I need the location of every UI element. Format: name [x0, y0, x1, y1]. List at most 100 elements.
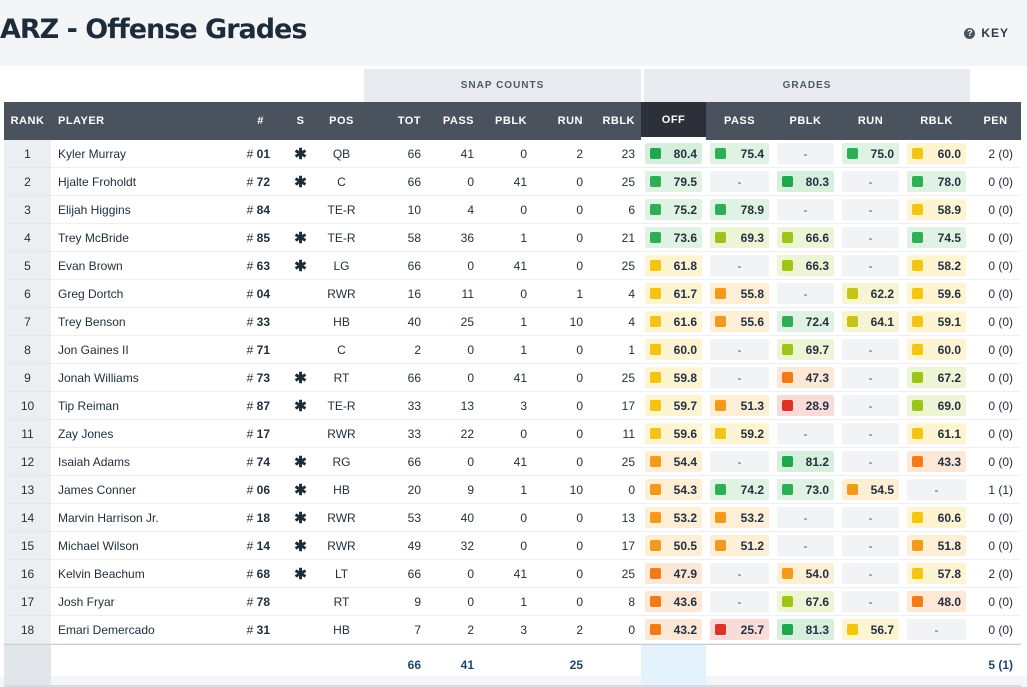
- player-row[interactable]: 15 Michael Wilson # 14 ✱ RWR 49 32 0 0 17 50.5 51.2…: [4, 532, 1022, 560]
- col-grade-rblk[interactable]: RBLK: [903, 102, 971, 140]
- player-row[interactable]: 6 Greg Dortch # 04 RWR 16 11 0 1 4 61.7 55.8-62.2 5…: [4, 280, 1022, 308]
- grade-color-swatch: [650, 568, 662, 579]
- player-name-link[interactable]: Emari Demercado: [51, 616, 239, 644]
- jersey-number-value: 87: [256, 398, 270, 413]
- jersey-number-value: 72: [256, 174, 270, 189]
- grade-badge: 57.8: [907, 563, 967, 584]
- player-row[interactable]: 8 Jon Gaines II # 71 C 2 0 1 0 1 60.0-69.7-60.0 0 …: [4, 336, 1022, 364]
- player-row[interactable]: 17 Josh Fryar # 78 RT 9 0 1 0 8 43.6-67.6-48.0 0 (…: [4, 588, 1022, 616]
- col-run[interactable]: RUN: [533, 102, 589, 140]
- grade-color-swatch: [782, 372, 794, 383]
- player-row[interactable]: 12 Isaiah Adams # 74 ✱ RG 66 0 41 0 25 54.4-81.2-4…: [4, 448, 1022, 476]
- player-row[interactable]: 11 Zay Jones # 17 RWR 33 22 0 0 11 59.6 59.2- -61.1…: [4, 420, 1022, 448]
- player-row[interactable]: 13 James Conner # 06 ✱ HB 20 9 1 10 0 54.3 74.2 73.0…: [4, 476, 1022, 504]
- hash-prefix: #: [246, 482, 257, 497]
- grade-color-swatch: [912, 568, 924, 579]
- position: LG: [319, 252, 364, 280]
- player-row[interactable]: 2 Hjalte Froholdt # 72 ✱ C 66 0 41 0 25 79.5-80.3-…: [4, 168, 1022, 196]
- player-row[interactable]: 3 Elijah Higgins # 84 TE-R 10 4 0 0 6 75.2 78.9- -5…: [4, 196, 1022, 224]
- jersey-number-value: 33: [256, 314, 270, 329]
- col-starter[interactable]: S: [282, 102, 319, 140]
- grade-badge: 81.2: [777, 451, 835, 472]
- player-name-link[interactable]: Josh Fryar: [51, 588, 239, 616]
- grade-pass-cell: 75.4: [706, 140, 774, 168]
- player-name-link[interactable]: Evan Brown: [51, 252, 239, 280]
- player-row[interactable]: 9 Jonah Williams # 73 ✱ RT 66 0 41 0 25 59.8-47.3-…: [4, 364, 1022, 392]
- grade-color-swatch: [650, 512, 662, 523]
- key-label: KEY: [981, 26, 1009, 40]
- key-button[interactable]: ? KEY: [964, 26, 1009, 40]
- penalties: 0 (0): [970, 224, 1022, 252]
- rank-cell: 10: [4, 392, 51, 420]
- grade-color-swatch: [912, 540, 924, 551]
- player-name-link[interactable]: Kyler Murray: [51, 140, 239, 168]
- player-row[interactable]: 5 Evan Brown # 63 ✱ LG 66 0 41 0 25 61.8-66.3-58.2…: [4, 252, 1022, 280]
- col-pos[interactable]: POS: [319, 102, 364, 140]
- snaps-pass: 32: [427, 532, 480, 560]
- player-name-link[interactable]: Trey Benson: [51, 308, 239, 336]
- grade-rblk-cell: 48.0: [903, 588, 971, 616]
- col-rblk[interactable]: RBLK: [589, 102, 642, 140]
- player-name-link[interactable]: Jonah Williams: [51, 364, 239, 392]
- player-row[interactable]: 14 Marvin Harrison Jr. # 18 ✱ RWR 53 40 0 0 13 53.…: [4, 504, 1022, 532]
- grade-empty: -: [777, 199, 835, 220]
- player-name-link[interactable]: Michael Wilson: [51, 532, 239, 560]
- player-name-link[interactable]: Hjalte Froholdt: [51, 168, 239, 196]
- grade-value: 60.6: [937, 510, 962, 525]
- col-number[interactable]: #: [239, 102, 282, 140]
- col-grade-run[interactable]: RUN: [838, 102, 904, 140]
- grade-color-swatch: [912, 344, 924, 355]
- snaps-pblk: 0: [480, 420, 533, 448]
- col-pblk[interactable]: PBLK: [480, 102, 533, 140]
- totals-grade-off-blank: [641, 644, 707, 687]
- grade-badge: 58.9: [907, 199, 967, 220]
- player-row[interactable]: 1 Kyler Murray # 01 ✱ QB 66 41 0 2 23 80.4 75.4-75.…: [4, 140, 1022, 168]
- grade-color-swatch: [847, 316, 859, 327]
- grade-color-swatch: [715, 148, 727, 159]
- grade-rblk-cell: 60.6: [903, 504, 971, 532]
- position: TE-R: [319, 392, 364, 420]
- grade-pblk-cell: 66.6: [773, 224, 839, 252]
- snaps-rblk: 25: [589, 252, 642, 280]
- hash-prefix: #: [246, 314, 257, 329]
- player-name-link[interactable]: Isaiah Adams: [51, 448, 239, 476]
- jersey-number-value: 78: [256, 594, 270, 609]
- grade-empty: -: [842, 395, 900, 416]
- player-row[interactable]: 7 Trey Benson # 33 HB 40 25 1 10 4 61.6 55.6 72.4 64…: [4, 308, 1022, 336]
- jersey-number: # 31: [239, 616, 282, 644]
- col-grade-pblk[interactable]: PBLK: [773, 102, 839, 140]
- grade-value: 60.0: [937, 342, 962, 357]
- penalties: 2 (0): [970, 560, 1022, 588]
- col-grade-pass[interactable]: PASS: [706, 102, 774, 140]
- player-name-link[interactable]: Tip Reiman: [51, 392, 239, 420]
- snaps-run: 0: [533, 252, 589, 280]
- col-player[interactable]: PLAYER: [51, 102, 239, 140]
- col-rank[interactable]: RANK: [4, 102, 51, 140]
- snaps-run: 10: [533, 308, 589, 336]
- grade-off-cell: 60.0: [641, 336, 707, 364]
- snaps-pass: 0: [427, 168, 480, 196]
- player-name-link[interactable]: Zay Jones: [51, 420, 239, 448]
- col-tot[interactable]: TOT: [364, 102, 427, 140]
- rank-cell: 5: [4, 252, 51, 280]
- col-pass[interactable]: PASS: [427, 102, 480, 140]
- grade-pass-cell: 69.3: [706, 224, 774, 252]
- player-name-link[interactable]: Trey McBride: [51, 224, 239, 252]
- snaps-rblk: 25: [589, 448, 642, 476]
- grade-value: 81.2: [805, 454, 830, 469]
- player-name-link[interactable]: Elijah Higgins: [51, 196, 239, 224]
- player-name-link[interactable]: Kelvin Beachum: [51, 560, 239, 588]
- col-pen[interactable]: PEN: [970, 102, 1022, 140]
- player-name-link[interactable]: Greg Dortch: [51, 280, 239, 308]
- player-row[interactable]: 10 Tip Reiman # 87 ✱ TE-R 33 13 3 0 17 59.7 51.3 28.…: [4, 392, 1022, 420]
- player-row[interactable]: 4 Trey McBride # 85 ✱ TE-R 58 36 1 0 21 73.6 69.3 66…: [4, 224, 1022, 252]
- col-grade-off[interactable]: OFF: [641, 102, 707, 140]
- snaps-rblk: 13: [589, 504, 642, 532]
- player-name-link[interactable]: Jon Gaines II: [51, 336, 239, 364]
- rank-cell: 4: [4, 224, 51, 252]
- snaps-pass: 2: [427, 616, 480, 644]
- player-row[interactable]: 16 Kelvin Beachum # 68 ✱ LT 66 0 41 0 25 47.9-54.0…: [4, 560, 1022, 588]
- player-name-link[interactable]: Marvin Harrison Jr.: [51, 504, 239, 532]
- player-row[interactable]: 18 Emari Demercado # 31 HB 7 2 3 2 0 43.2 25.7 81.3…: [4, 616, 1022, 644]
- player-name-link[interactable]: James Conner: [51, 476, 239, 504]
